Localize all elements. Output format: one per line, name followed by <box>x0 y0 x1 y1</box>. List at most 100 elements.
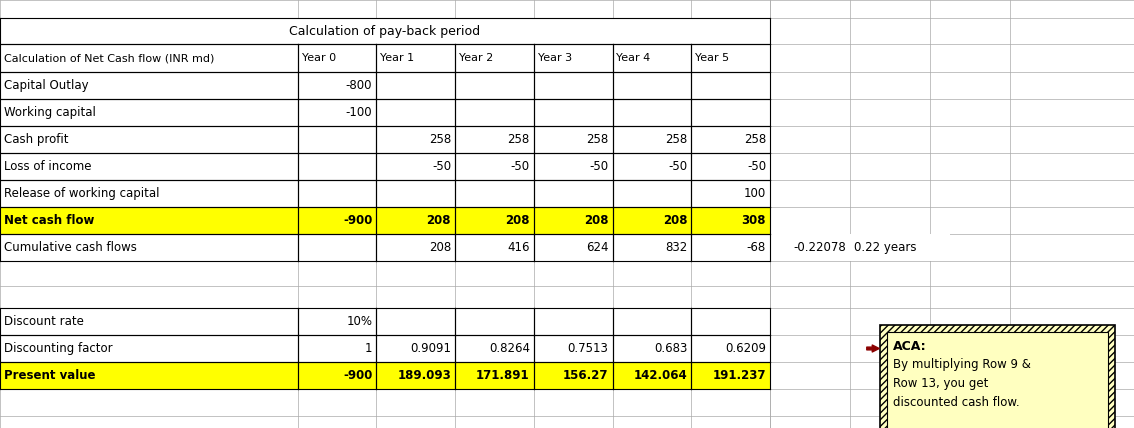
Text: 308: 308 <box>742 214 765 227</box>
Text: 142.064: 142.064 <box>634 369 687 382</box>
Text: -900: -900 <box>342 214 372 227</box>
Bar <box>376 44 455 72</box>
Text: 624: 624 <box>586 241 609 254</box>
Bar <box>0 153 297 180</box>
Text: 0.7513: 0.7513 <box>568 342 609 355</box>
Bar <box>297 44 376 72</box>
Bar <box>0 72 297 99</box>
Text: 832: 832 <box>665 241 687 254</box>
Bar <box>376 180 455 207</box>
Bar <box>297 335 376 362</box>
Text: 208: 208 <box>506 214 530 227</box>
Text: 208: 208 <box>662 214 687 227</box>
Text: Year 1: Year 1 <box>380 53 414 63</box>
Bar <box>692 234 770 261</box>
Bar <box>612 153 692 180</box>
Bar <box>455 44 534 72</box>
Bar <box>455 126 534 153</box>
Text: Loss of income: Loss of income <box>5 160 92 173</box>
Bar <box>297 153 376 180</box>
FancyBboxPatch shape <box>880 325 1115 428</box>
Bar <box>376 153 455 180</box>
Bar <box>455 72 534 99</box>
Bar <box>770 234 850 261</box>
FancyBboxPatch shape <box>887 332 1108 428</box>
Text: -50: -50 <box>590 160 609 173</box>
Bar <box>297 126 376 153</box>
Text: -50: -50 <box>668 160 687 173</box>
Text: 156.27: 156.27 <box>562 369 609 382</box>
Bar <box>612 308 692 335</box>
Text: Working capital: Working capital <box>5 106 96 119</box>
Bar <box>534 234 612 261</box>
Text: 258: 258 <box>744 133 765 146</box>
Text: 258: 258 <box>508 133 530 146</box>
Bar <box>297 308 376 335</box>
Bar <box>376 72 455 99</box>
Text: 258: 258 <box>665 133 687 146</box>
Bar <box>692 180 770 207</box>
Text: 0.683: 0.683 <box>654 342 687 355</box>
Bar <box>692 308 770 335</box>
Bar <box>297 99 376 126</box>
Bar <box>0 44 297 72</box>
Bar <box>0 180 297 207</box>
Text: Cumulative cash flows: Cumulative cash flows <box>5 241 137 254</box>
Bar <box>612 72 692 99</box>
Bar <box>455 362 534 389</box>
Bar <box>692 207 770 234</box>
Bar <box>692 72 770 99</box>
Bar <box>612 99 692 126</box>
Text: 189.093: 189.093 <box>397 369 451 382</box>
Text: Capital Outlay: Capital Outlay <box>5 79 88 92</box>
Text: Year 3: Year 3 <box>538 53 572 63</box>
Bar <box>534 99 612 126</box>
Bar <box>692 362 770 389</box>
Bar <box>376 99 455 126</box>
Text: 171.891: 171.891 <box>476 369 530 382</box>
Bar <box>850 234 950 261</box>
Bar <box>692 126 770 153</box>
Bar <box>0 308 297 335</box>
Text: -50: -50 <box>747 160 765 173</box>
Bar <box>692 153 770 180</box>
Bar <box>376 207 455 234</box>
Text: -800: -800 <box>346 79 372 92</box>
Bar <box>455 99 534 126</box>
Text: 191.237: 191.237 <box>712 369 765 382</box>
Text: -100: -100 <box>346 106 372 119</box>
Bar <box>612 44 692 72</box>
Bar <box>612 362 692 389</box>
Bar <box>455 180 534 207</box>
Text: -50: -50 <box>510 160 530 173</box>
Bar <box>0 234 297 261</box>
Text: -50: -50 <box>432 160 451 173</box>
Bar <box>455 234 534 261</box>
Bar <box>297 180 376 207</box>
Text: 0.9091: 0.9091 <box>411 342 451 355</box>
Bar <box>534 153 612 180</box>
Bar <box>612 126 692 153</box>
Bar <box>534 207 612 234</box>
Bar <box>534 72 612 99</box>
Text: Cash profit: Cash profit <box>5 133 68 146</box>
Text: Calculation of Net Cash flow (INR md): Calculation of Net Cash flow (INR md) <box>5 53 214 63</box>
Text: By multiplying Row 9 &
Row 13, you get
discounted cash flow.: By multiplying Row 9 & Row 13, you get d… <box>892 358 1031 409</box>
Text: 208: 208 <box>429 241 451 254</box>
Text: Calculation of pay-back period: Calculation of pay-back period <box>289 24 481 38</box>
Text: Year 0: Year 0 <box>302 53 336 63</box>
Bar <box>534 308 612 335</box>
Text: -900: -900 <box>342 369 372 382</box>
Bar <box>534 44 612 72</box>
Bar <box>534 180 612 207</box>
Bar <box>692 99 770 126</box>
Text: 258: 258 <box>586 133 609 146</box>
Bar <box>376 362 455 389</box>
Bar <box>297 362 376 389</box>
Text: Year 4: Year 4 <box>617 53 651 63</box>
Text: Discounting factor: Discounting factor <box>5 342 112 355</box>
Bar <box>692 335 770 362</box>
Bar <box>0 18 770 44</box>
Text: Year 2: Year 2 <box>459 53 493 63</box>
Text: Release of working capital: Release of working capital <box>5 187 160 200</box>
